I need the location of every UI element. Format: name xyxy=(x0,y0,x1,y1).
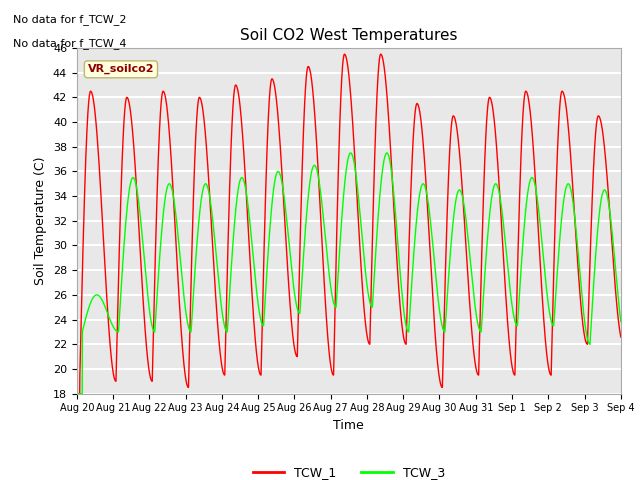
Text: No data for f_TCW_4: No data for f_TCW_4 xyxy=(13,38,126,49)
Text: No data for f_TCW_2: No data for f_TCW_2 xyxy=(13,14,126,25)
Y-axis label: Soil Temperature (C): Soil Temperature (C) xyxy=(35,156,47,285)
Title: Soil CO2 West Temperatures: Soil CO2 West Temperatures xyxy=(240,28,458,43)
Legend: TCW_1, TCW_3: TCW_1, TCW_3 xyxy=(248,461,450,480)
X-axis label: Time: Time xyxy=(333,419,364,432)
Text: VR_soilco2: VR_soilco2 xyxy=(88,64,154,74)
